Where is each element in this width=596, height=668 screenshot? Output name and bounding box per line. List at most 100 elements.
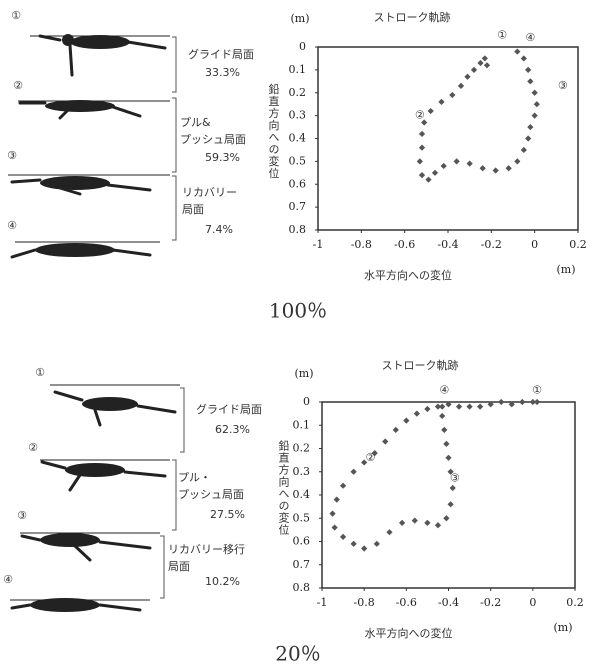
x-tick-label: -0.6 (396, 596, 417, 609)
trajectory-point (487, 401, 494, 408)
panel-caption: 100％ (269, 299, 327, 323)
annotation: ② (366, 451, 376, 464)
step-marker: ② (13, 79, 23, 92)
x-tick-label: -0.2 (481, 238, 502, 251)
step-marker: ④ (7, 219, 17, 232)
phase-percent: 62.3% (215, 423, 250, 436)
trajectory-point (424, 519, 431, 527)
phase-name: プッシュ局面 (178, 488, 244, 501)
chart-title: ストローク軌跡 (374, 10, 451, 24)
phase-name: グライド局面 (188, 47, 254, 61)
trajectory-point (520, 55, 527, 62)
trajectory-point (527, 78, 534, 85)
trajectory-point (439, 403, 446, 410)
trajectory-point (350, 540, 357, 547)
x-tick-label: -0.6 (394, 238, 415, 251)
trajectory-point (339, 482, 347, 489)
trajectory-point (392, 426, 399, 434)
trajectory-point (438, 98, 445, 106)
x-tick-label: -1 (313, 238, 324, 251)
trajectory-point (514, 158, 521, 165)
trajectory-point (447, 501, 454, 508)
phase-percent: 7.4% (205, 223, 233, 236)
trajectory-point (449, 91, 456, 99)
trajectory-point (416, 158, 423, 165)
trajectory-point (445, 454, 452, 461)
trajectory-point (531, 89, 538, 96)
trajectory-point (466, 160, 473, 167)
trajectory-point (350, 468, 357, 475)
x-tick-label: -0.2 (480, 596, 501, 609)
x-tick-label: -0.4 (437, 238, 458, 251)
trajectory-point (373, 540, 380, 547)
trajectory-point (514, 48, 521, 55)
phase-name: プッシュ局面 (180, 133, 246, 146)
trajectory-point (431, 169, 439, 176)
trajectory-point (339, 533, 347, 540)
phase-percent: 27.5% (210, 508, 245, 521)
phase-name: 局面 (182, 203, 204, 216)
x-tick-label: -0.8 (354, 596, 375, 609)
trajectory-point (424, 405, 431, 413)
step-marker: ① (35, 366, 45, 379)
brackets (160, 36, 185, 599)
y-tick-label: 0.4 (289, 132, 307, 145)
y-tick-label: 0.2 (293, 442, 311, 455)
annotation: ① (497, 29, 507, 42)
trajectory-point (527, 123, 534, 131)
y-tick-label: 0.5 (289, 154, 307, 167)
y-tick-label: 0.8 (293, 581, 311, 594)
y-axis-label: 鉛直方向への変位 (267, 82, 280, 179)
swimmers-20 (10, 384, 180, 612)
phase-name: グライド局面 (196, 402, 262, 416)
trajectory-point (470, 66, 478, 73)
y-unit: (m) (290, 12, 309, 25)
y-tick-label: 0.4 (293, 488, 311, 501)
trajectory-point (477, 403, 484, 410)
trajectory-point (477, 59, 484, 67)
trajectory-point (498, 398, 505, 406)
plot-frame (317, 46, 579, 231)
step-marker: ② (28, 441, 38, 454)
trajectory-point (434, 403, 442, 410)
swimmers-100 (8, 34, 170, 259)
trajectory-point (531, 112, 538, 119)
phase-name: 局面 (168, 560, 190, 573)
annotation: ② (415, 109, 425, 122)
trajectory-point (371, 450, 378, 457)
trajectory-point (399, 519, 406, 527)
x-tick-label: -0.8 (351, 238, 372, 251)
trajectory-point (427, 107, 434, 115)
x-unit: (m) (556, 263, 575, 276)
trajectory-point (447, 468, 454, 475)
trajectory-point (449, 484, 456, 492)
trajectory-point (386, 529, 393, 536)
trajectory-point (481, 55, 488, 62)
phase-name: プル・ (178, 471, 211, 484)
trajectory-point (443, 440, 450, 447)
x-axis-label: 水平方向への変位 (365, 626, 453, 640)
panel-caption: 20％ (275, 642, 320, 666)
x-tick-label: 0 (531, 238, 538, 251)
annotation: ④ (525, 31, 535, 44)
trajectory-point (413, 410, 420, 417)
trajectory-point (411, 517, 418, 524)
step-marker: ④ (3, 573, 13, 586)
trajectory-point (434, 522, 442, 529)
trajectory-point (333, 496, 340, 503)
step-marker: ③ (17, 509, 27, 522)
trajectory-point (455, 403, 463, 410)
chart-title: ストローク軌跡 (382, 358, 459, 372)
y-tick-label: 0 (299, 40, 306, 53)
trajectory-point (418, 130, 426, 138)
annotation: ③ (450, 472, 460, 485)
phase-name: リカバリー (182, 186, 237, 199)
trajectory-point (329, 510, 336, 517)
annotation: ④ (439, 383, 449, 396)
annotation: ③ (558, 79, 568, 92)
y-tick-label: 0.1 (289, 63, 307, 76)
y-tick-label: 0.1 (293, 418, 311, 431)
phase-percent: 33.3% (205, 66, 240, 79)
phase-percent: 10.2% (205, 575, 240, 588)
